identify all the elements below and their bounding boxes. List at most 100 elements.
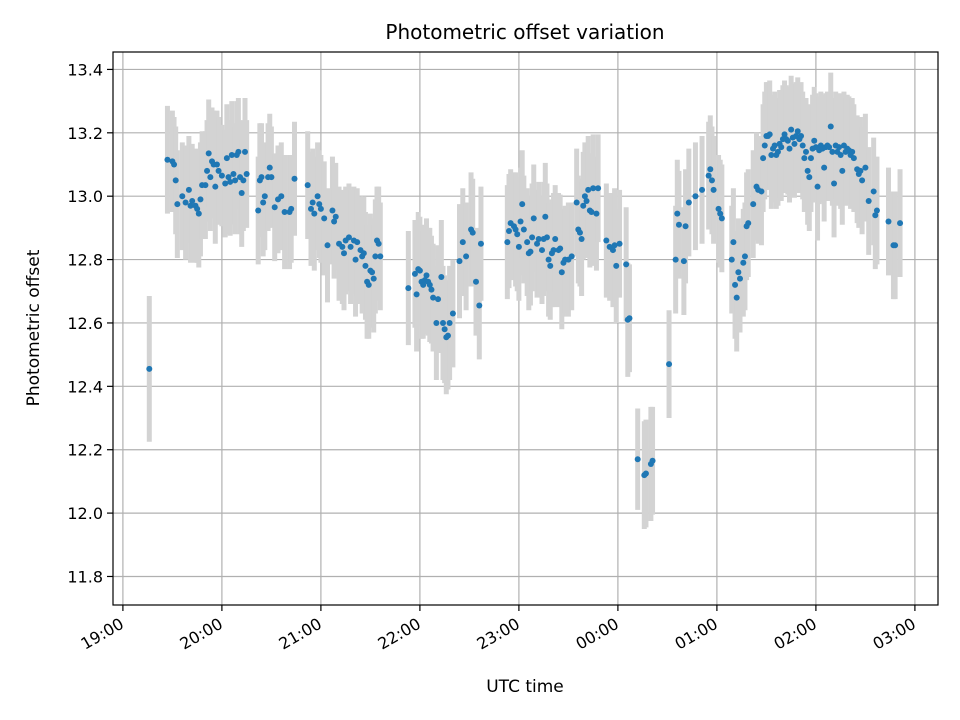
data-point bbox=[760, 155, 767, 162]
data-point bbox=[345, 234, 352, 241]
data-point bbox=[423, 272, 430, 279]
data-point bbox=[339, 243, 346, 250]
x-tick-label: 20:00 bbox=[176, 614, 225, 654]
data-point bbox=[218, 172, 225, 179]
x-tick-label: 21:00 bbox=[275, 614, 324, 654]
data-point bbox=[804, 167, 811, 174]
data-point bbox=[707, 166, 714, 173]
data-point bbox=[416, 267, 423, 274]
data-point bbox=[352, 256, 359, 263]
data-point bbox=[463, 253, 470, 260]
plot-frame bbox=[112, 51, 939, 606]
data-point bbox=[362, 262, 369, 269]
data-point bbox=[469, 229, 476, 236]
x-tick-label: 23:00 bbox=[473, 614, 522, 654]
data-point bbox=[634, 456, 641, 463]
data-point bbox=[309, 199, 316, 206]
data-point bbox=[288, 205, 295, 212]
data-point bbox=[413, 291, 420, 298]
data-point bbox=[530, 215, 537, 222]
y-tick-label: 13.4 bbox=[67, 60, 103, 79]
data-point bbox=[550, 247, 557, 254]
data-point bbox=[576, 229, 583, 236]
data-point bbox=[826, 144, 833, 151]
data-point bbox=[718, 215, 725, 222]
data-point bbox=[585, 186, 592, 193]
data-point bbox=[377, 253, 384, 260]
data-point bbox=[839, 167, 846, 174]
data-point bbox=[791, 140, 798, 147]
data-point bbox=[242, 148, 248, 155]
data-point bbox=[222, 180, 229, 187]
data-point bbox=[692, 193, 699, 200]
y-tick-label: 13.2 bbox=[67, 124, 103, 143]
data-point bbox=[213, 161, 220, 168]
data-point bbox=[411, 270, 418, 277]
data-point bbox=[207, 174, 214, 181]
data-point bbox=[814, 183, 821, 190]
data-point bbox=[798, 132, 805, 139]
data-point bbox=[850, 155, 857, 162]
data-point bbox=[758, 188, 765, 195]
data-point bbox=[781, 131, 788, 138]
data-point bbox=[179, 193, 186, 200]
x-tick-label: 19:00 bbox=[77, 614, 126, 654]
data-point bbox=[347, 243, 354, 250]
data-point bbox=[595, 185, 602, 192]
data-point bbox=[260, 199, 267, 206]
data-point bbox=[520, 226, 527, 233]
data-point bbox=[573, 199, 580, 206]
data-point bbox=[806, 174, 813, 181]
y-tick-label: 12.0 bbox=[67, 504, 103, 523]
data-point bbox=[225, 174, 232, 181]
data-point bbox=[799, 142, 806, 149]
data-point bbox=[715, 205, 722, 212]
data-point bbox=[444, 332, 451, 339]
data-point bbox=[728, 256, 735, 263]
data-point bbox=[428, 286, 435, 293]
data-point bbox=[515, 243, 522, 250]
data-point bbox=[558, 269, 565, 276]
data-point bbox=[557, 245, 564, 252]
data-point bbox=[735, 269, 742, 276]
y-tick-label: 13.0 bbox=[67, 187, 103, 206]
data-point bbox=[146, 365, 153, 372]
data-point bbox=[581, 193, 588, 200]
x-tick-label: 03:00 bbox=[869, 614, 918, 654]
data-point bbox=[255, 207, 262, 214]
data-point bbox=[235, 148, 242, 155]
data-point bbox=[519, 201, 526, 208]
data-point bbox=[807, 155, 814, 162]
data-point bbox=[308, 205, 314, 212]
data-point bbox=[187, 202, 194, 209]
data-point bbox=[195, 210, 202, 217]
data-point bbox=[504, 239, 511, 246]
x-axis-label: UTC time bbox=[486, 677, 564, 697]
data-point bbox=[228, 151, 235, 158]
data-point bbox=[441, 326, 448, 333]
data-point bbox=[859, 177, 866, 184]
data-point bbox=[745, 220, 752, 227]
data-point bbox=[204, 167, 211, 174]
data-point bbox=[611, 242, 618, 249]
data-point bbox=[266, 164, 273, 171]
data-points bbox=[146, 123, 904, 479]
data-point bbox=[194, 205, 201, 212]
data-point bbox=[316, 201, 323, 208]
data-point bbox=[543, 234, 550, 241]
data-point bbox=[332, 213, 339, 220]
data-point bbox=[426, 281, 433, 288]
data-point bbox=[685, 199, 692, 206]
data-point bbox=[865, 197, 872, 204]
x-axis-ticks: 19:00 20:00 21:00 22:00 23:00 00:00 01:00 02:00… bbox=[77, 605, 919, 654]
data-point bbox=[885, 218, 892, 225]
data-point bbox=[268, 174, 275, 181]
x-tick-label: 00:00 bbox=[572, 614, 621, 654]
data-point bbox=[674, 210, 681, 217]
data-point bbox=[449, 310, 456, 317]
data-point bbox=[831, 180, 838, 187]
data-point bbox=[534, 240, 541, 247]
data-point bbox=[730, 239, 737, 246]
data-point bbox=[185, 186, 192, 193]
data-point bbox=[836, 144, 842, 151]
